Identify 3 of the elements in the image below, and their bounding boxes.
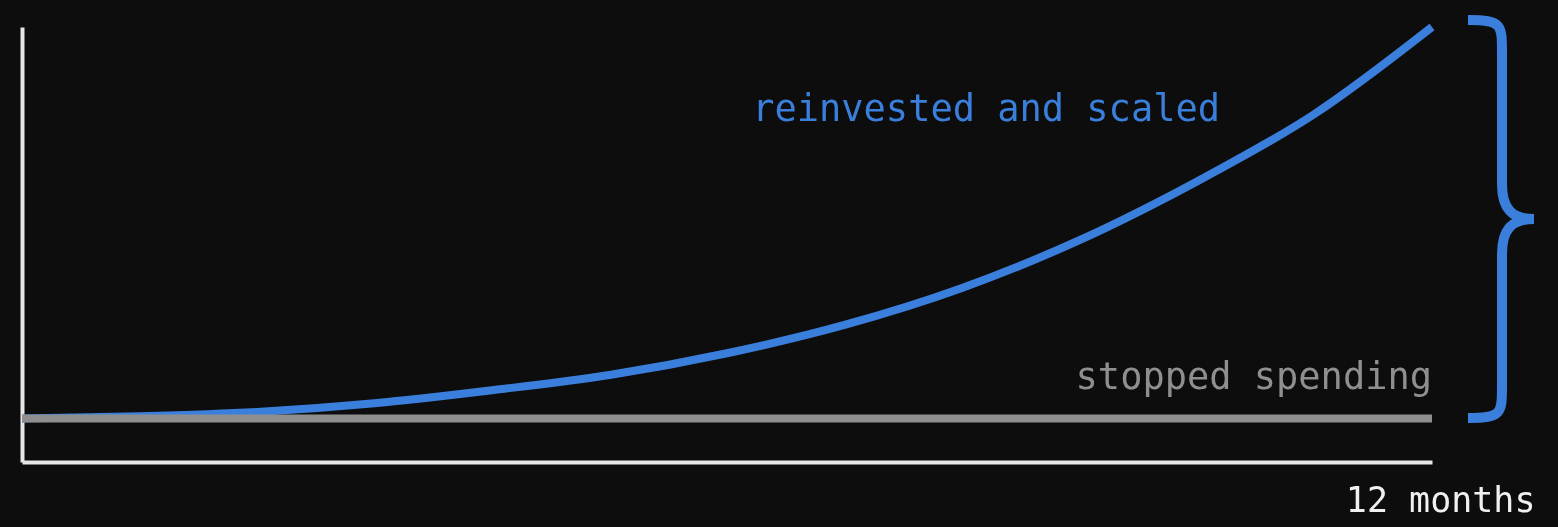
series-label: reinvested and scaled bbox=[752, 87, 1220, 130]
series-label: stopped spending bbox=[1075, 355, 1432, 398]
x-axis-title: 12 months bbox=[1345, 479, 1536, 520]
